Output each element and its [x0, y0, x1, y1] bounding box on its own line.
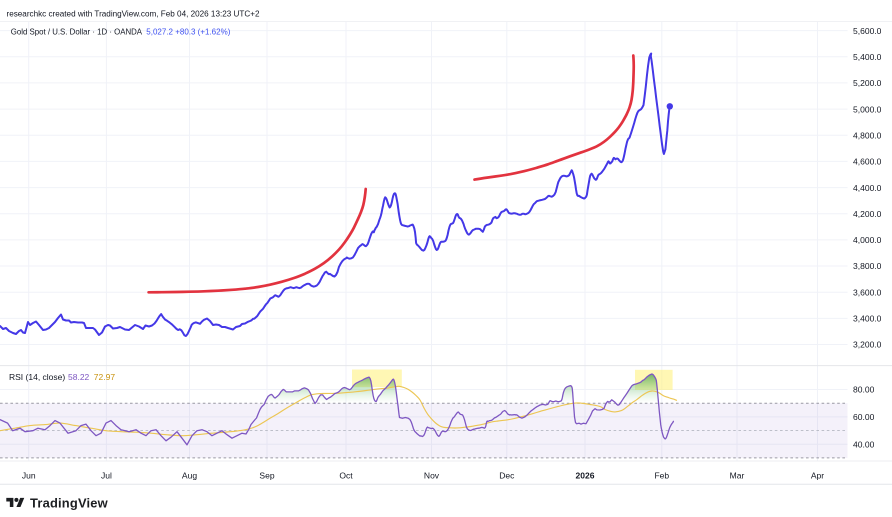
svg-text:3,800.0: 3,800.0 — [853, 261, 882, 271]
svg-text:4,400.0: 4,400.0 — [853, 183, 882, 193]
svg-text:Oct: Oct — [339, 470, 353, 480]
svg-text:80.00: 80.00 — [853, 385, 875, 395]
svg-text:2026: 2026 — [576, 470, 595, 480]
svg-text:5,400.0: 5,400.0 — [853, 52, 882, 62]
svg-text:Mar: Mar — [730, 470, 745, 480]
svg-text:40.00: 40.00 — [853, 439, 875, 449]
svg-text:Sep: Sep — [259, 470, 274, 480]
svg-text:3,200.0: 3,200.0 — [853, 340, 882, 350]
svg-text:Aug: Aug — [182, 470, 197, 480]
svg-text:4,600.0: 4,600.0 — [853, 157, 882, 167]
svg-text:60.00: 60.00 — [853, 412, 875, 422]
svg-text:4,000.0: 4,000.0 — [853, 235, 882, 245]
svg-text:Dec: Dec — [499, 470, 515, 480]
svg-text:TradingView: TradingView — [30, 495, 109, 510]
svg-text:Gold Spot / U.S. Dollar · 1D ·: Gold Spot / U.S. Dollar · 1D · OANDA — [11, 27, 143, 36]
svg-text:72.97: 72.97 — [94, 372, 116, 382]
svg-text:5,600.0: 5,600.0 — [853, 26, 882, 36]
svg-text:researchkc created with Tradin: researchkc created with TradingView.com,… — [7, 9, 260, 18]
svg-text:4,200.0: 4,200.0 — [853, 209, 882, 219]
svg-text:3,600.0: 3,600.0 — [853, 287, 882, 297]
svg-text:5,000.0: 5,000.0 — [853, 104, 882, 114]
svg-text:5,200.0: 5,200.0 — [853, 78, 882, 88]
svg-text:3,400.0: 3,400.0 — [853, 314, 882, 324]
svg-text:58.22: 58.22 — [68, 372, 90, 382]
svg-text:Jun: Jun — [22, 470, 36, 480]
svg-text:RSI (14, close): RSI (14, close) — [9, 372, 65, 382]
svg-text:4,800.0: 4,800.0 — [853, 130, 882, 140]
svg-text:Nov: Nov — [424, 470, 440, 480]
svg-text:Jul: Jul — [101, 470, 112, 480]
svg-text:Feb: Feb — [654, 470, 669, 480]
svg-text:Apr: Apr — [811, 470, 824, 480]
svg-text:5,027.2 +80.3 (+1.62%): 5,027.2 +80.3 (+1.62%) — [146, 27, 230, 36]
